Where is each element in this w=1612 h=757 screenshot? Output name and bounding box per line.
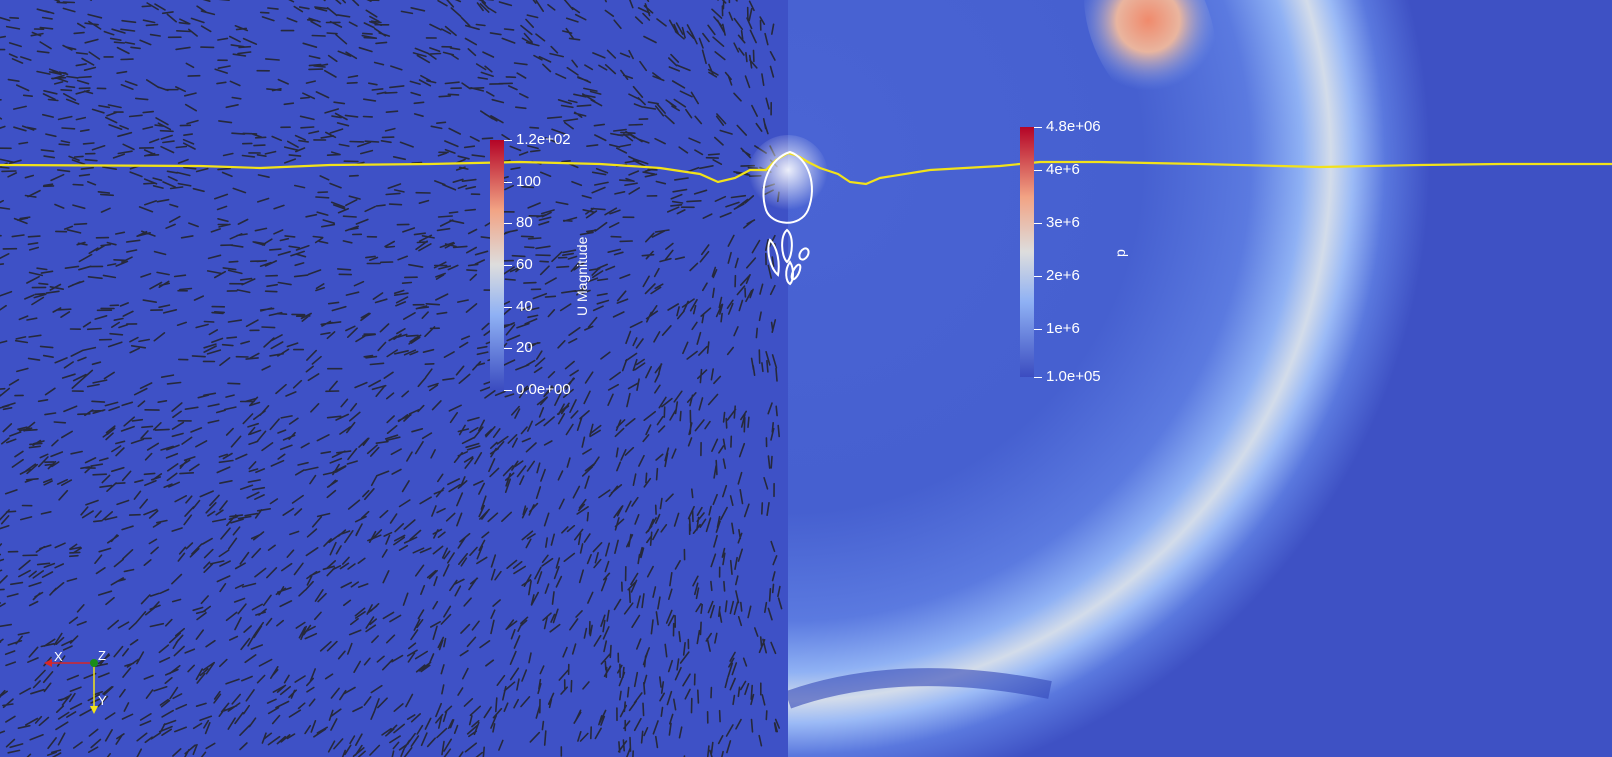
bubble-contour (762, 150, 813, 286)
colorbar_u-tick-label: 60 (516, 256, 533, 273)
colorbar_u-gradient (490, 140, 504, 390)
colorbar_u-tick-label: 80 (516, 214, 533, 232)
colorbar_p-tick (1034, 222, 1042, 224)
colorbar_p-tick-label: 1.0e+05 (1046, 368, 1101, 385)
axis-z-label: Z (98, 648, 106, 663)
colorbar_u-tick (504, 306, 512, 308)
colorbar_u-tick (504, 223, 512, 225)
colorbar_p-tick (1034, 329, 1042, 331)
colorbar-p: 4.8e+06 4e+6 3e+6 2e+6 1e+6 1.0e+05 p (1020, 119, 1150, 385)
colorbar_u-title: U Magnitude (574, 236, 590, 316)
velocity-glyph-arrows (0, 0, 783, 757)
colorbar_u-tick-label: 40 (516, 297, 533, 315)
colorbar_u-tick (504, 181, 512, 183)
bubble-glow (748, 135, 828, 215)
colorbar_p-tick-label: 1e+6 (1046, 320, 1080, 338)
colorbar_u-tick (504, 348, 512, 350)
colorbar_u-tick-label: 20 (516, 339, 533, 357)
colorbar_u-tick-label: 0.0e+00 (516, 381, 571, 398)
colorbar_u-tick (504, 390, 512, 391)
colorbar_p-tick (1034, 169, 1042, 171)
colorbar_u-tick-label: 100 (516, 172, 542, 190)
axis-y-label: Y (98, 693, 107, 708)
pressure-field (788, 0, 1612, 757)
orientation-axes[interactable]: X Z Y (38, 646, 114, 724)
colorbar_p-tick-label: 4e+6 (1046, 160, 1080, 178)
axis-x-label: X (54, 649, 63, 664)
colorbar_p-tick-label: 3e+6 (1046, 213, 1080, 231)
colorbar_p-gradient (1020, 127, 1034, 377)
colorbar_p-tick-label: 4.8e+06 (1046, 118, 1101, 135)
colorbar-u-magnitude: 1.2e+02 100 80 60 40 20 0.0e+00 U Magnitude (490, 132, 610, 398)
colorbar_p-title: p (1112, 249, 1128, 257)
colorbar_u-tick-label: 1.2e+02 (516, 131, 571, 148)
colorbar_u-tick (504, 140, 512, 141)
colorbar_p-tick-label: 2e+6 (1046, 266, 1080, 284)
colorbar_p-tick (1034, 377, 1042, 378)
velocity-glyphs (0, 0, 783, 757)
colorbar_p-tick (1034, 127, 1042, 128)
orientation-axes-graphic (44, 659, 98, 714)
colorbar_p-tick (1034, 275, 1042, 277)
velocity-field (0, 0, 788, 757)
colorbar_u-tick (504, 265, 512, 266)
